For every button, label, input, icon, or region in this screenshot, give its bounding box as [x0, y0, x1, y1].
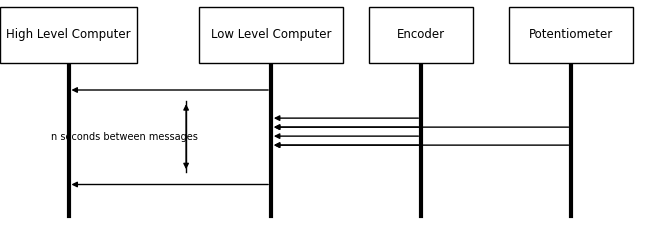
- Text: Potentiometer: Potentiometer: [529, 28, 614, 41]
- FancyBboxPatch shape: [0, 7, 137, 63]
- Text: High Level Computer: High Level Computer: [7, 28, 131, 41]
- Text: n seconds between messages: n seconds between messages: [51, 132, 197, 142]
- FancyBboxPatch shape: [369, 7, 473, 63]
- FancyBboxPatch shape: [509, 7, 633, 63]
- FancyBboxPatch shape: [199, 7, 343, 63]
- Text: Encoder: Encoder: [397, 28, 445, 41]
- Text: Low Level Computer: Low Level Computer: [211, 28, 331, 41]
